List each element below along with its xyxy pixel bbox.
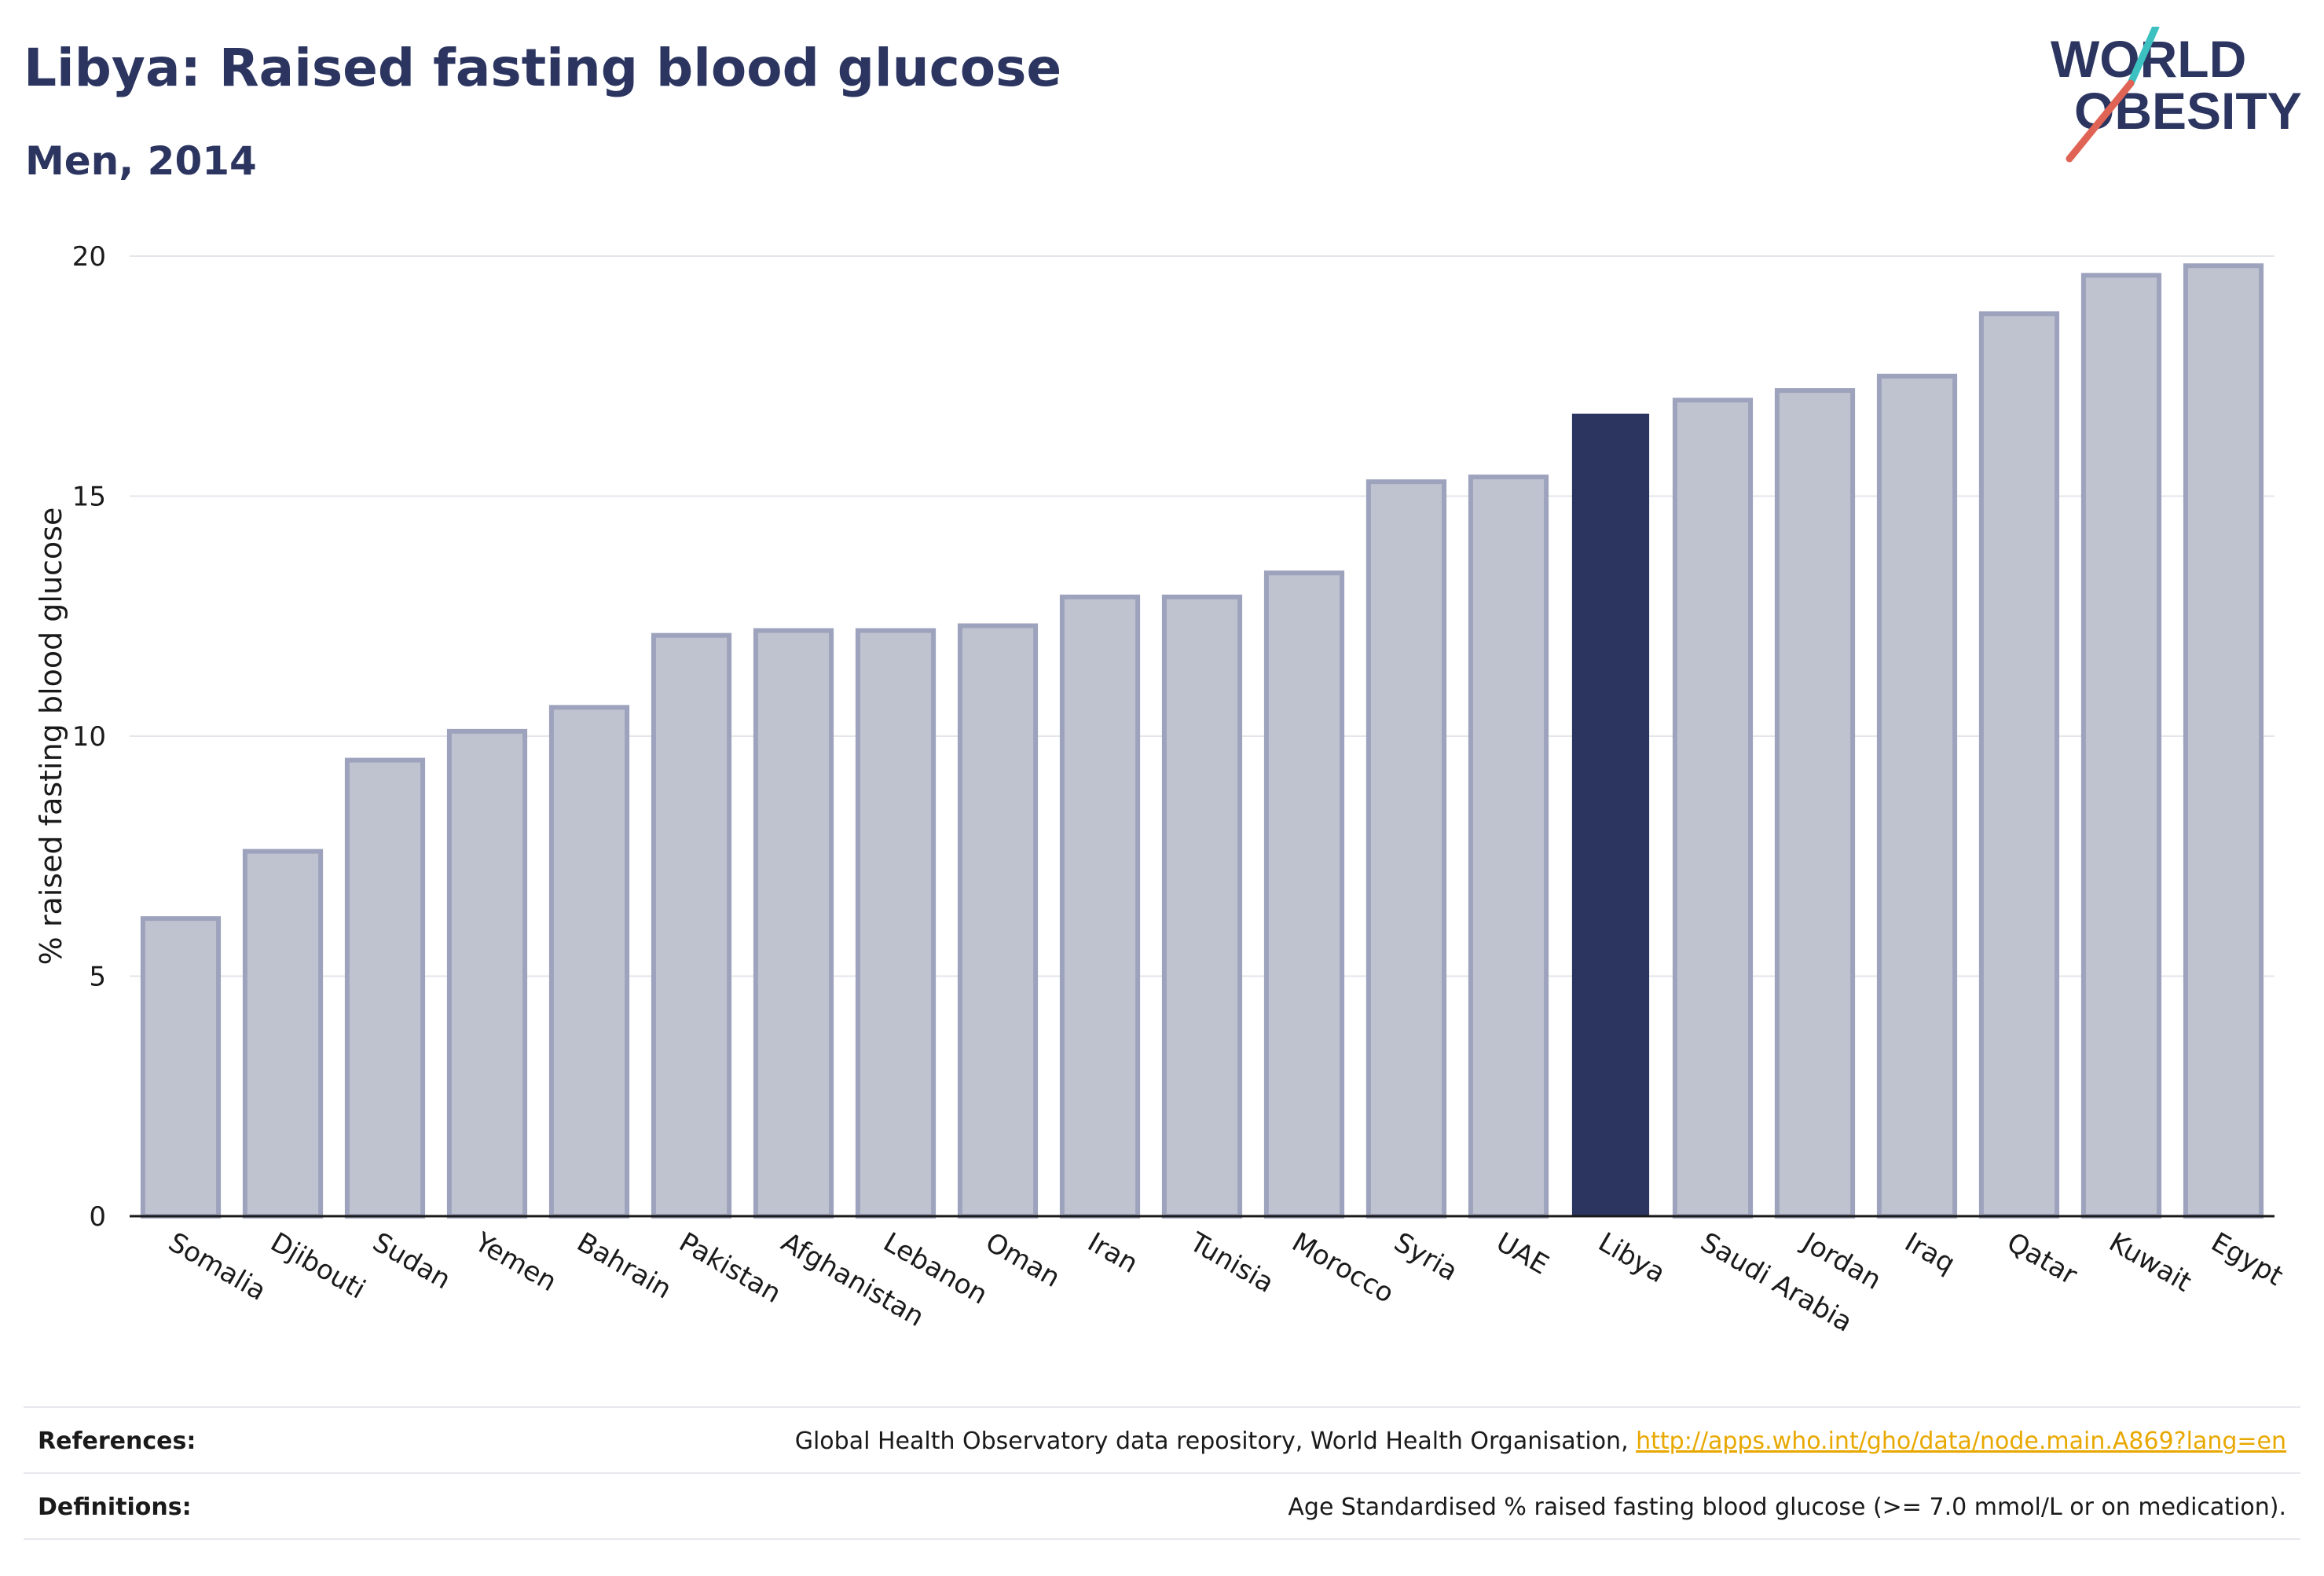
bar-oman bbox=[957, 623, 1039, 1219]
y-tick-label: 5 bbox=[89, 962, 106, 993]
references-link[interactable]: http://apps.who.int/gho/data/node.main.A… bbox=[1636, 1427, 2286, 1455]
y-tick-label: 10 bbox=[72, 721, 106, 753]
x-tick-label: Tunisia bbox=[1184, 1226, 1279, 1299]
bar-tunisia bbox=[1161, 594, 1243, 1219]
x-tick-label: Bahrain bbox=[572, 1226, 677, 1305]
bar-iran bbox=[1059, 594, 1141, 1219]
bar-lebanon bbox=[855, 628, 937, 1219]
world-obesity-logo: WORLD OBESITY bbox=[2051, 23, 2310, 168]
bar-chart: 0 5 10 15 20 % raised fasting blood glucose So… bbox=[34, 241, 2289, 1339]
definitions-value: Age Standardised % raised fasting blood … bbox=[1288, 1493, 2286, 1521]
x-tick-label: Syria bbox=[1389, 1226, 1463, 1288]
x-tick-label: UAE bbox=[1491, 1226, 1554, 1281]
bar-egypt bbox=[2183, 263, 2264, 1219]
bar-yemen bbox=[446, 728, 528, 1219]
bar-qatar bbox=[1978, 311, 2060, 1219]
x-tick-label: Sudan bbox=[368, 1226, 456, 1296]
bar-iraq bbox=[1876, 373, 1958, 1219]
bar-bahrain bbox=[548, 705, 630, 1219]
bar-sudan bbox=[344, 757, 426, 1219]
logo-slash-coral bbox=[2066, 79, 2135, 163]
bar-syria bbox=[1365, 479, 1447, 1219]
y-tick-label: 20 bbox=[72, 241, 106, 273]
x-tick-label: Egypt bbox=[2206, 1226, 2289, 1292]
y-tick-label: 15 bbox=[72, 482, 106, 513]
x-tick-label: Kuwait bbox=[2104, 1226, 2197, 1298]
references-text: Global Health Observatory data repositor… bbox=[794, 1427, 1637, 1455]
definitions-label: Definitions: bbox=[38, 1493, 192, 1521]
bar-kuwait bbox=[2080, 273, 2162, 1219]
x-tick-label: Somalia bbox=[163, 1226, 272, 1307]
x-tick-label: Libya bbox=[1593, 1226, 1671, 1289]
footer-divider bbox=[24, 1538, 2300, 1540]
bar-djibouti bbox=[242, 848, 324, 1219]
bar-libya bbox=[1571, 413, 1650, 1217]
bar-somalia bbox=[140, 916, 222, 1219]
x-tick-label: Qatar bbox=[2002, 1226, 2083, 1292]
references-value: Global Health Observatory data repositor… bbox=[795, 1428, 2300, 1455]
bar-morocco bbox=[1263, 570, 1345, 1219]
x-tick-label: Iraq bbox=[1900, 1226, 1961, 1280]
bar-pakistan bbox=[651, 632, 732, 1219]
references-label: References: bbox=[38, 1427, 196, 1455]
x-tick-label: Morocco bbox=[1287, 1226, 1399, 1310]
page-title: Libya: Raised fasting blood glucose bbox=[24, 38, 1062, 98]
x-tick-label: Iran bbox=[1083, 1226, 1143, 1280]
bar-afghanistan bbox=[753, 628, 834, 1219]
y-tick-label: 0 bbox=[89, 1201, 106, 1233]
bar-uae bbox=[1468, 475, 1549, 1219]
chart-footer: References: Global Health Observatory da… bbox=[24, 1406, 2300, 1540]
bar-jordan bbox=[1774, 388, 1856, 1219]
x-tick-label: Yemen bbox=[469, 1226, 563, 1299]
x-tick-label: Djibouti bbox=[266, 1226, 371, 1306]
definitions-row: Definitions: Age Standardised % raised f… bbox=[24, 1472, 2300, 1540]
bar-saudi-arabia bbox=[1672, 398, 1754, 1219]
x-tick-label: Oman bbox=[981, 1226, 1066, 1294]
logo-slash-teal bbox=[2127, 23, 2160, 87]
references-row: References: Global Health Observatory da… bbox=[24, 1406, 2300, 1474]
y-axis-label: % raised fasting blood glucose bbox=[34, 508, 68, 966]
x-tick-label: Pakistan bbox=[674, 1226, 786, 1310]
page-subtitle: Men, 2014 bbox=[25, 138, 257, 184]
